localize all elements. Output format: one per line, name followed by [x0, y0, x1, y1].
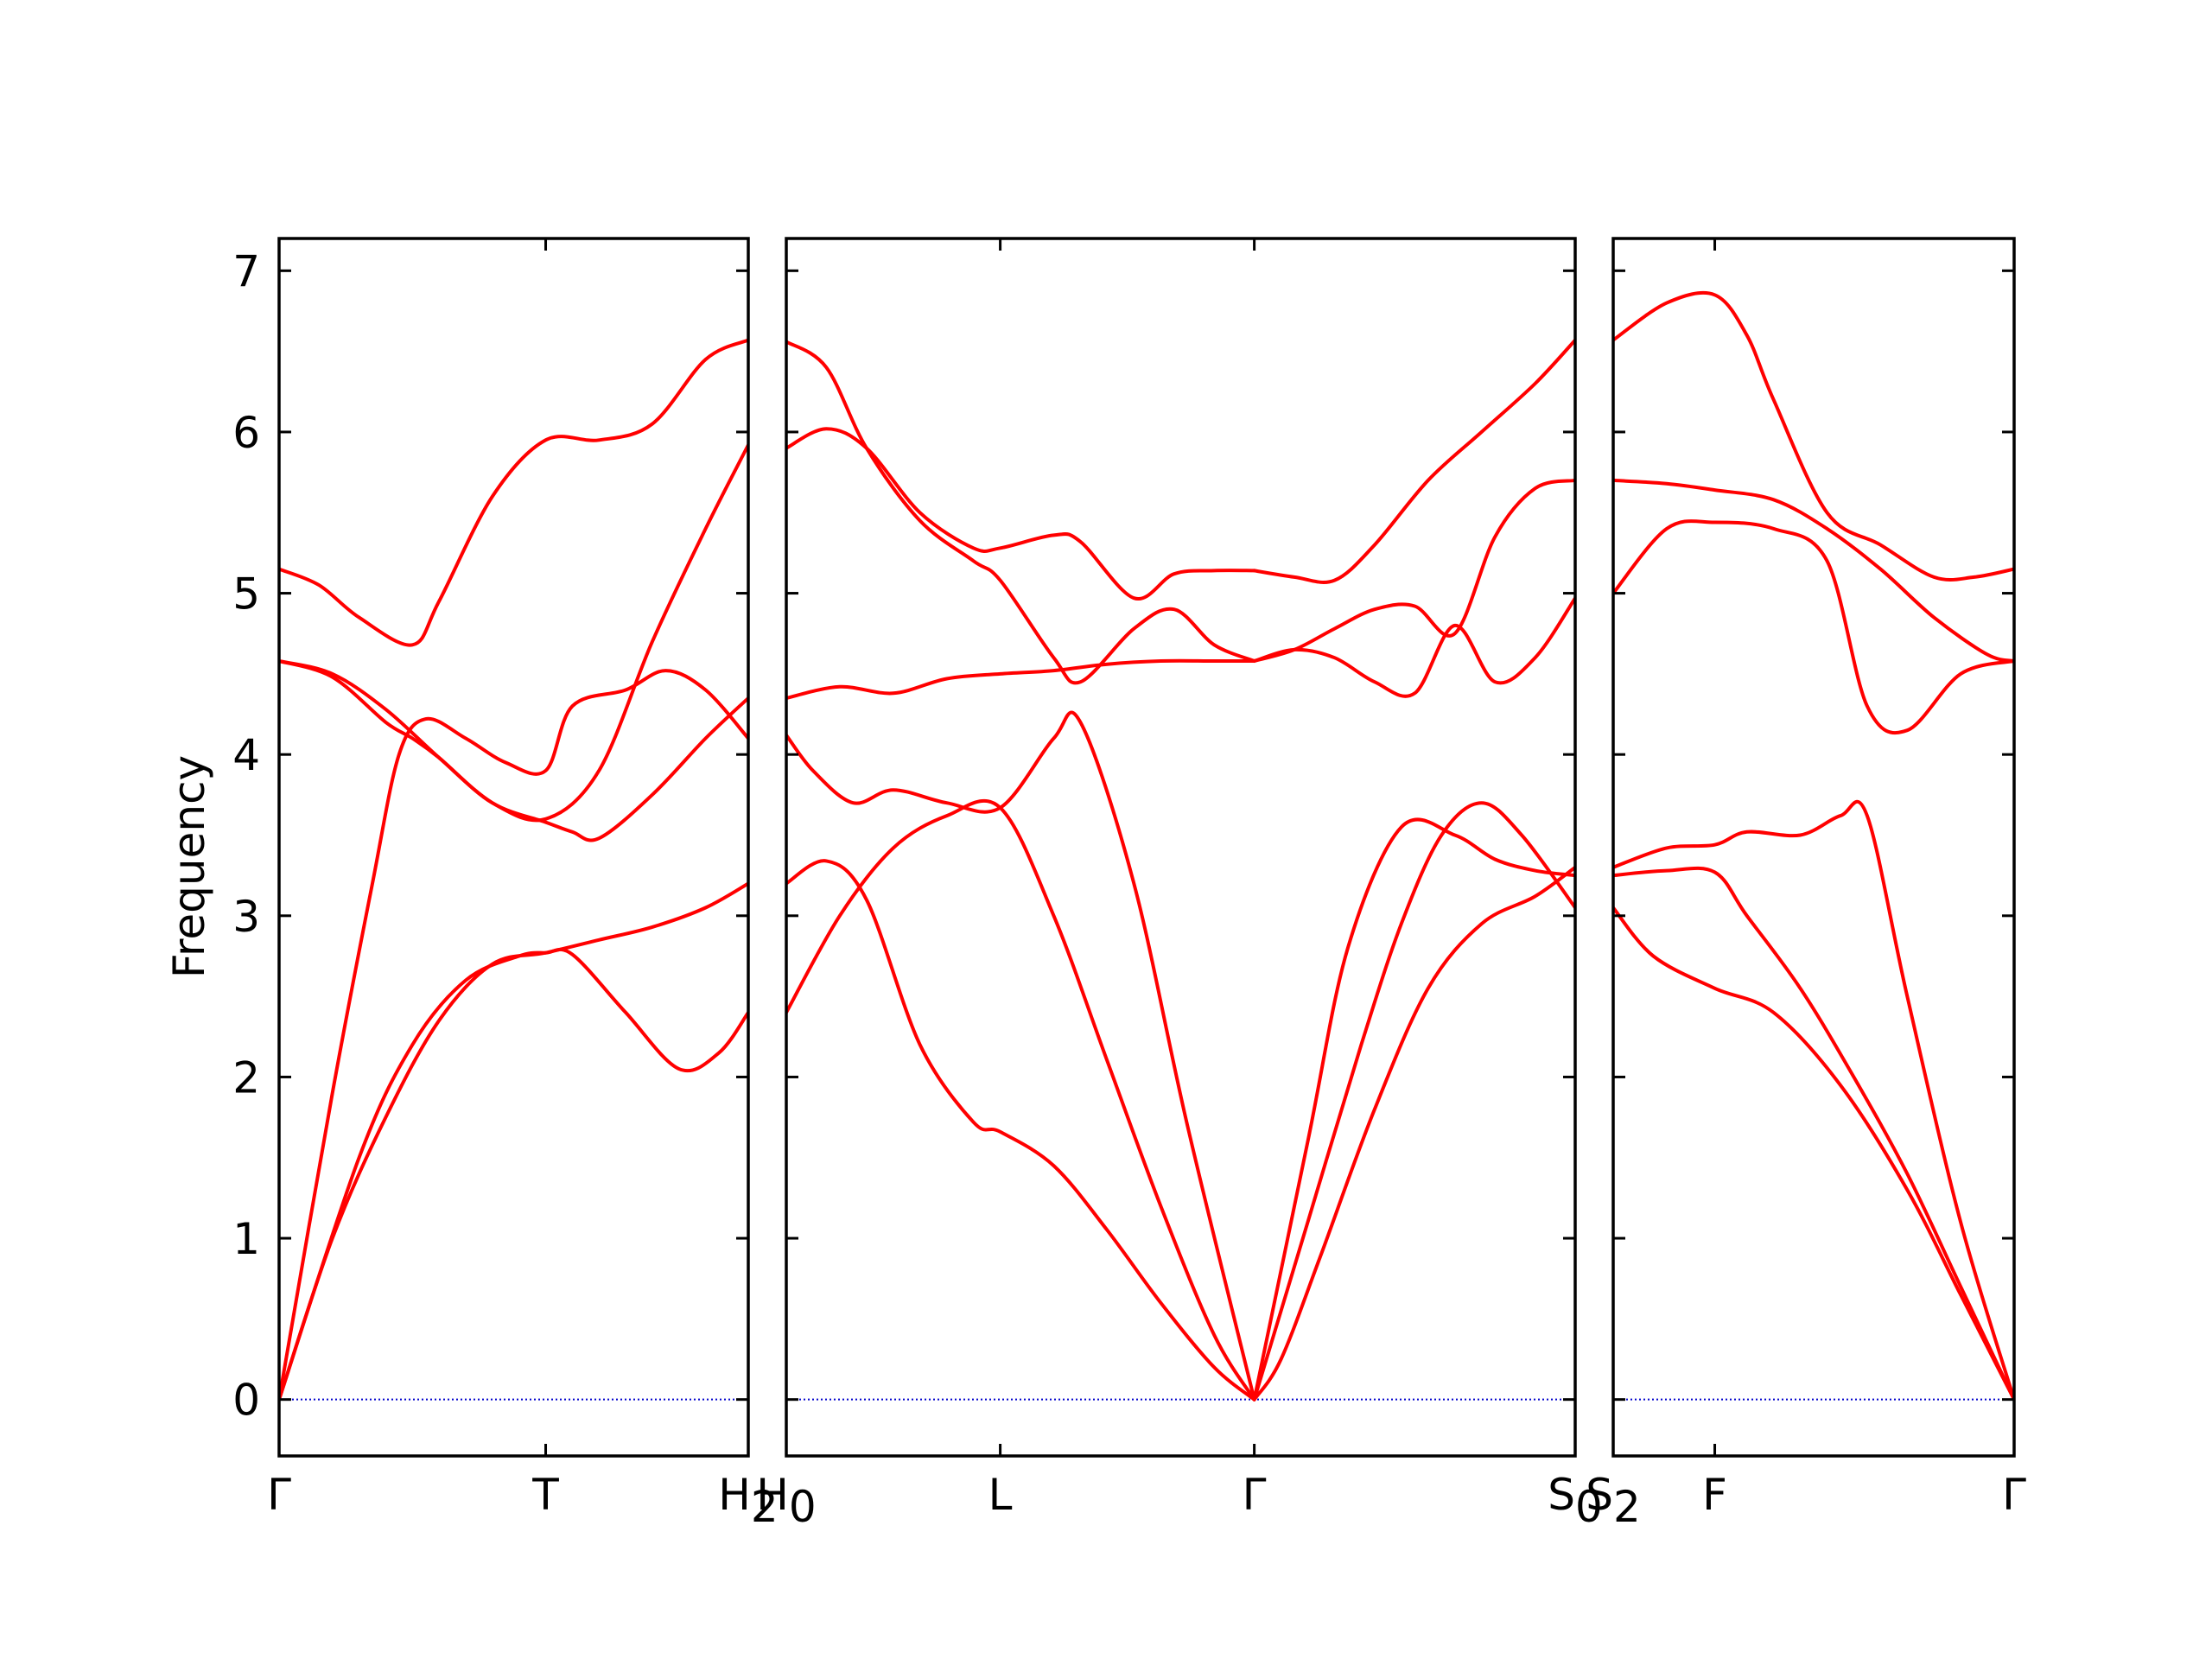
- band-line-6: [1613, 290, 2014, 582]
- band-line-2: [279, 881, 748, 1402]
- x-tick-label: F: [1702, 1470, 1727, 1520]
- x-tick-label: T: [531, 1470, 559, 1520]
- band-line-4: [1613, 519, 2014, 734]
- band-line-3: [786, 710, 1256, 1402]
- y-tick-label: 6: [232, 408, 260, 458]
- panel-frame: [785, 237, 1577, 1458]
- band-line-1: [279, 947, 748, 1402]
- plot-panel-2: H0 L Γ S0: [756, 237, 1603, 1532]
- band-line-12: [1252, 338, 1575, 584]
- y-tick-label: 7: [232, 246, 260, 296]
- panel-frame: [277, 237, 750, 1458]
- band-line-5: [279, 442, 748, 823]
- band-line-5: [786, 427, 1256, 601]
- panel-frame: [1611, 237, 2016, 1458]
- x-tick-label: H2: [718, 1470, 778, 1532]
- x-tick-label: H0: [756, 1470, 816, 1532]
- band-line-10: [1252, 596, 1575, 698]
- x-tick-label: S2: [1586, 1470, 1641, 1532]
- band-line-4: [279, 659, 748, 842]
- band-line-3: [1613, 800, 2014, 1402]
- band-line-2: [786, 859, 1256, 1402]
- band-line-1: [786, 798, 1256, 1402]
- band-line-6: [786, 340, 1256, 685]
- x-tick-label: Γ: [2002, 1470, 2026, 1520]
- y-tick-label: 2: [232, 1052, 260, 1103]
- band-line-11: [1252, 478, 1575, 663]
- band-group: [1613, 290, 2014, 1402]
- band-line-6: [279, 338, 748, 647]
- band-line-1: [1613, 906, 2014, 1402]
- y-tick-label: 5: [232, 569, 260, 620]
- plot-panel-3: S2 F Γ: [1586, 237, 2026, 1532]
- y-tick-label: 4: [232, 730, 260, 780]
- band-group: [279, 338, 748, 1402]
- x-tick-label: Γ: [1243, 1470, 1267, 1520]
- y-tick-label: 3: [232, 892, 260, 942]
- band-line-4: [786, 658, 1256, 700]
- x-tick-label: L: [988, 1470, 1013, 1520]
- band-line-5: [1613, 478, 2014, 663]
- band-line-8: [1252, 801, 1575, 1402]
- band-line-3: [279, 669, 748, 1402]
- band-line-7: [1252, 817, 1575, 1402]
- x-tick-label: Γ: [267, 1470, 291, 1520]
- band-group: [786, 338, 1575, 1402]
- plot-panel-1: 0 1 2 3 4 5 6 7 Γ T H2: [232, 237, 779, 1532]
- y-tick-label: 0: [232, 1376, 260, 1426]
- band-line-9: [1252, 865, 1575, 1402]
- band-line-2: [1613, 866, 2014, 1402]
- x-tick-label: S0: [1548, 1470, 1603, 1532]
- y-axis-label: Frequency: [164, 755, 214, 978]
- y-tick-label: 1: [232, 1214, 260, 1264]
